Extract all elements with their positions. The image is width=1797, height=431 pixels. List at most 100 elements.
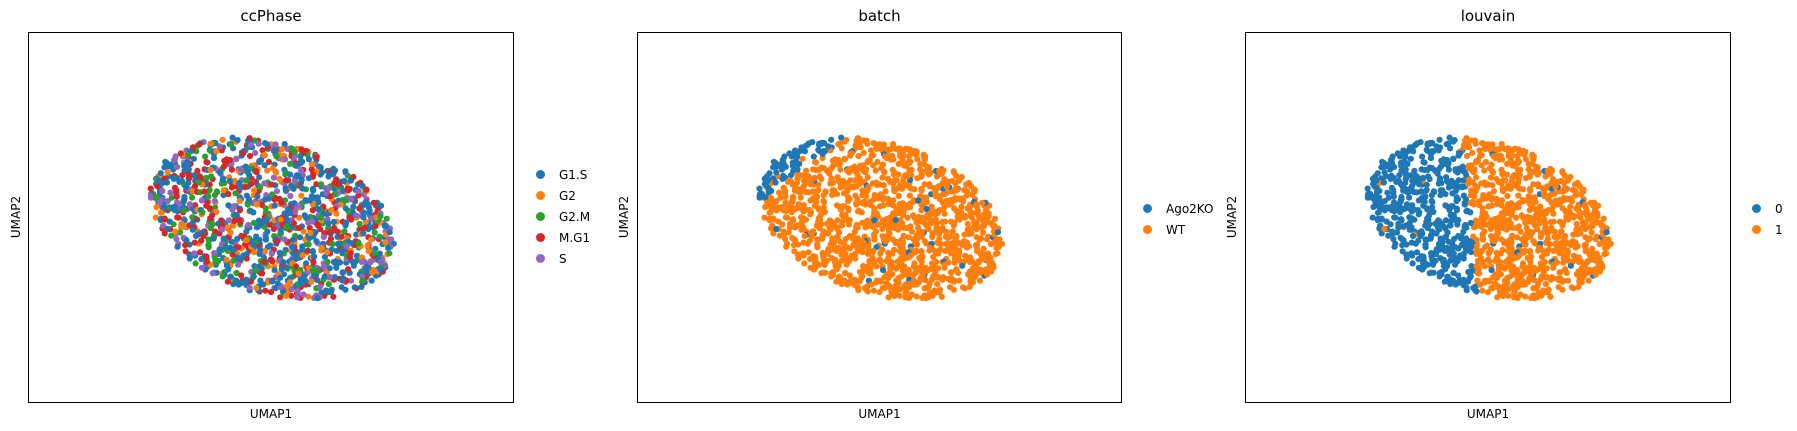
scatter-point: [844, 179, 851, 187]
scatter-point: [338, 233, 345, 240]
scatter-point: [282, 156, 289, 163]
scatter-point: [1398, 193, 1405, 200]
scatter-point: [1395, 177, 1402, 184]
scatter-point: [237, 184, 244, 192]
scatter-point: [1530, 181, 1537, 188]
legend-swatch: [536, 191, 545, 200]
scatter-point: [1377, 222, 1384, 229]
scatter-point: [173, 193, 180, 200]
scatter-point: [886, 216, 893, 223]
scatter-point: [235, 244, 242, 251]
scatter-point: [829, 157, 836, 164]
scatter-point: [1476, 147, 1483, 154]
legend-swatch: [1143, 225, 1152, 234]
scatter-point: [768, 187, 775, 195]
scatter-point: [789, 207, 796, 214]
scatter-point: [838, 251, 845, 258]
scatter-point: [1482, 158, 1489, 166]
scatter-point: [921, 238, 928, 245]
scatter-point: [1490, 153, 1497, 160]
scatter-point: [1477, 281, 1484, 288]
scatter-point: [269, 165, 276, 172]
scatter-point: [1397, 198, 1404, 205]
scatter-point: [1388, 156, 1395, 163]
scatter-point: [1503, 171, 1511, 178]
scatter-point: [887, 266, 894, 273]
scatter-point: [918, 171, 925, 179]
scatter-point: [198, 237, 205, 244]
legend-swatch: [536, 254, 545, 263]
scatter-point: [171, 203, 178, 210]
scatter-point: [1485, 250, 1492, 257]
scatter-point: [836, 229, 843, 236]
scatter-point: [287, 192, 294, 200]
scatter-point: [906, 280, 913, 287]
scatter-point: [343, 243, 350, 250]
scatter-point: [282, 187, 289, 194]
scatter-point: [1557, 269, 1564, 276]
scatter-point: [809, 233, 816, 240]
scatter-point: [245, 196, 252, 203]
scatter-point: [780, 228, 788, 235]
scatter-point: [248, 180, 255, 187]
scatter-point: [1452, 244, 1459, 251]
scatter-point: [178, 177, 185, 184]
scatter-point: [1452, 261, 1459, 268]
scatter-point: [815, 205, 822, 212]
scatter-point: [864, 263, 872, 270]
scatter-point: [1462, 196, 1469, 203]
scatter-point: [225, 191, 232, 198]
legend-swatch: [1752, 204, 1761, 213]
scatter-point: [871, 205, 878, 212]
scatter-point: [881, 285, 888, 292]
scatter-point: [927, 169, 934, 176]
scatter-point: [313, 238, 320, 245]
scatter-point: [799, 172, 806, 179]
scatter-point: [944, 181, 951, 188]
scatter-point: [1459, 184, 1466, 191]
scatter-plot-batch: [637, 32, 1122, 403]
scatter-point: [1413, 173, 1421, 180]
scatter-point: [1505, 292, 1512, 299]
scatter-point: [833, 224, 840, 231]
scatter-point: [262, 217, 269, 224]
scatter-point: [908, 291, 915, 298]
legend-swatch: [1143, 204, 1152, 213]
scatter-point: [816, 140, 823, 147]
scatter-point: [178, 220, 185, 227]
scatter-point: [925, 226, 932, 233]
scatter-point: [365, 248, 372, 255]
scatter-point: [262, 287, 269, 294]
scatter-point: [979, 250, 986, 257]
scatter-point: [800, 183, 807, 190]
scatter-point: [866, 270, 873, 277]
scatter-point: [1488, 202, 1495, 209]
scatter-point: [386, 250, 393, 257]
scatter-point: [290, 185, 297, 192]
scatter-point: [935, 265, 942, 272]
scatter-point: [913, 247, 920, 254]
scatter-point: [1504, 192, 1511, 200]
scatter-point: [991, 215, 999, 222]
scatter-point: [250, 219, 257, 226]
scatter-point: [770, 158, 777, 165]
scatter-plot-ccphase: [28, 32, 514, 403]
scatter-point: [1577, 230, 1584, 237]
scatter-point: [1550, 247, 1557, 254]
scatter-point: [1568, 284, 1575, 291]
scatter-point: [1489, 141, 1496, 148]
scatter-point: [1455, 272, 1462, 279]
scatter-point: [281, 141, 288, 148]
scatter-point: [216, 246, 223, 253]
scatter-point: [1488, 267, 1495, 274]
scatter-point: [1526, 267, 1534, 274]
scatter-point: [941, 210, 948, 217]
scatter-point: [206, 205, 213, 212]
scatter-point: [269, 258, 276, 265]
scatter-point: [1509, 162, 1516, 169]
scatter-point: [932, 288, 939, 295]
scatter-point: [254, 193, 261, 200]
scatter-point: [1565, 240, 1572, 247]
scatter-point: [274, 280, 281, 287]
scatter-point: [858, 241, 865, 248]
